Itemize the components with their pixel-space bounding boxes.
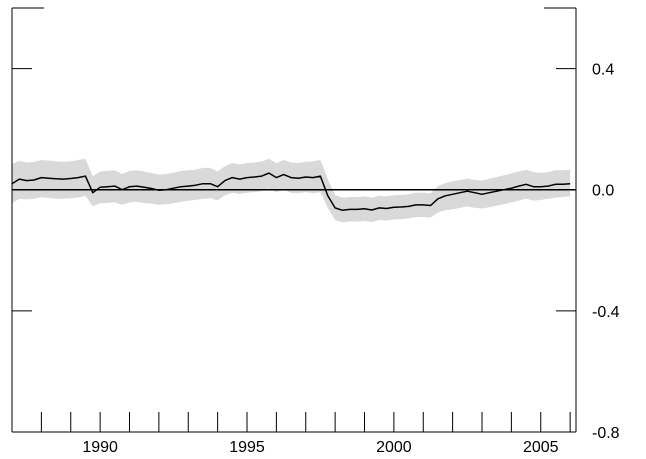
- plot-frame: [11, 7, 577, 433]
- y-tick-label-3: -0.8: [592, 425, 620, 442]
- band-area: [12, 158, 571, 223]
- confidence-band: [12, 158, 571, 223]
- x-axis: 1990 1995 2000 2005: [40, 412, 571, 456]
- x-tick-label-2005: 2005: [523, 439, 559, 456]
- x-tick-label-1990: 1990: [82, 439, 118, 456]
- y-tick-label-2: -0.4: [592, 304, 620, 321]
- y-tick-label-0: 0.4: [592, 62, 614, 79]
- series-path: [11, 172, 571, 212]
- series-line: [11, 172, 571, 212]
- y-tick-label-1: 0.0: [592, 183, 614, 200]
- y-axis: 0.4 0.0 -0.4 -0.8: [12, 62, 620, 442]
- x-tick-label-2000: 2000: [376, 439, 412, 456]
- x-tick-label-1995: 1995: [229, 439, 265, 456]
